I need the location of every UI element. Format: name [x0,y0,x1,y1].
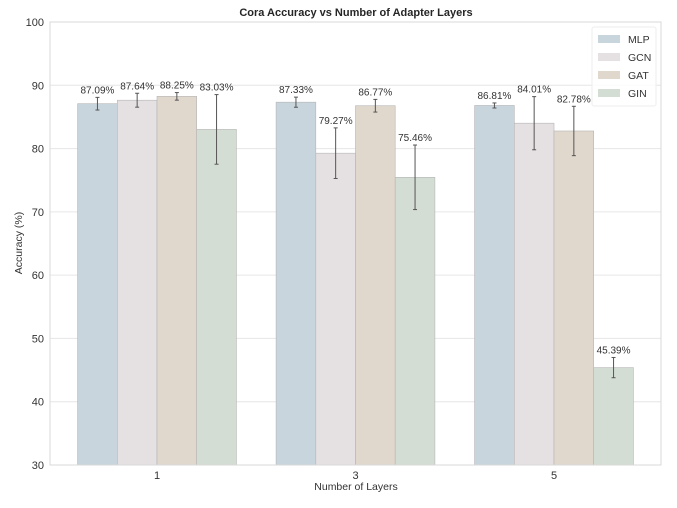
y-tick-label: 40 [32,397,44,409]
y-axis-ticks: 30 40 50 60 70 80 90 100 [26,17,44,472]
legend-label-gcn: GCN [628,52,651,64]
bar-gin [196,129,237,466]
legend-box [591,26,657,107]
legend-swatch-gin [598,89,620,97]
chart-title: Cora Accuracy vs Number of Adapter Layer… [239,7,472,19]
y-tick-label: 70 [32,207,44,219]
legend-label-gat: GAT [628,70,649,82]
legend-label-mlp: MLP [628,34,650,46]
y-tick-label: 50 [32,333,44,345]
bar-gat [355,105,396,466]
bar-gcn [117,99,158,466]
value-label: 87.64% [120,81,154,92]
error-bars [95,92,616,379]
y-tick-label: 30 [32,460,44,472]
value-label: 82.78% [557,94,591,105]
y-tick-label: 100 [26,17,44,29]
x-tick-label: 5 [551,470,557,482]
legend-swatch-mlp [598,35,620,43]
value-label: 87.09% [80,85,114,96]
value-label: 88.25% [160,81,194,92]
y-tick-label: 60 [32,270,44,282]
value-label: 84.01% [517,85,551,96]
legend-label-gin: GIN [628,88,647,100]
bar-gin [394,177,436,466]
x-axis-label: Number of Layers [314,481,397,493]
value-label: 79.27% [319,116,353,127]
legend-swatch-gcn [598,53,620,61]
value-labels: 87.09% 87.64% 88.25% 83.03% 87.33% 79.27% 86.7… [80,81,630,357]
x-tick-label: 3 [352,470,358,482]
value-label: 83.03% [200,83,234,94]
value-label: 86.81% [477,91,511,102]
plot-frame [49,21,662,466]
value-label: 86.77% [358,87,392,98]
y-tick-label: 80 [32,144,44,156]
x-tick-label: 1 [154,470,160,482]
legend: MLP GCN GAT GIN [591,26,657,107]
bar-gcn [513,122,555,466]
bars [77,96,634,466]
bar-gat [553,130,595,466]
legend-swatch-gat [598,71,620,79]
bar-gcn [315,152,356,466]
bar-mlp [77,103,118,466]
bar-gin [593,367,634,466]
y-axis-label: Accuracy (%) [13,212,25,274]
value-label: 87.33% [279,85,313,96]
value-label: 45.39% [597,345,631,356]
x-axis-ticks: 1 3 5 [154,470,557,482]
bar-mlp [474,105,515,466]
y-tick-label: 90 [32,80,44,92]
bar-mlp [275,101,317,466]
value-label: 75.46% [398,133,432,144]
bar-gat [156,96,198,466]
